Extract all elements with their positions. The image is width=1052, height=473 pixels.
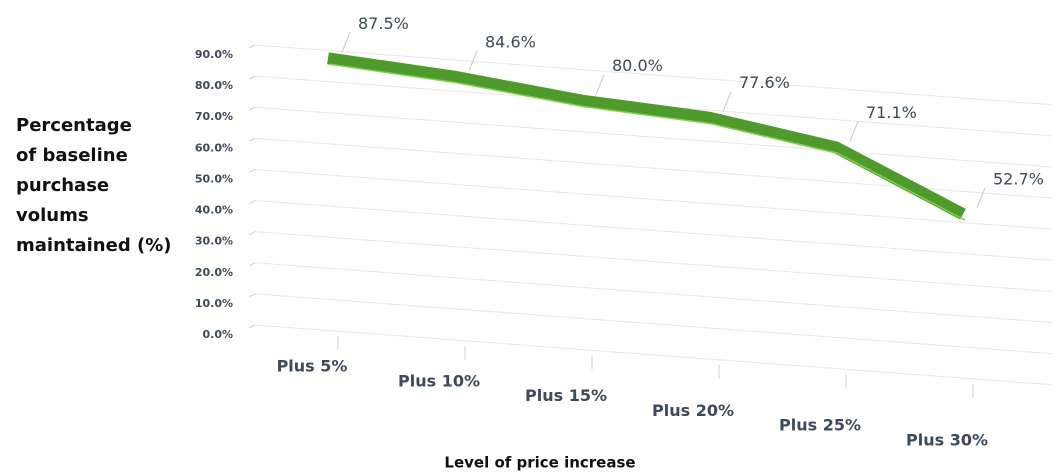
tick-mark — [248, 293, 256, 298]
y-tick-label: 40.0% — [195, 204, 233, 217]
y-tick-label: 80.0% — [195, 79, 233, 92]
y-tick-label: 30.0% — [195, 235, 233, 248]
grid-line — [254, 106, 1052, 168]
tick-mark — [248, 75, 256, 80]
y-tick-label: 60.0% — [195, 141, 233, 154]
data-label: 84.6% — [485, 32, 536, 51]
grid-line — [254, 324, 1052, 386]
y-axis-title: Percentage of baseline purchase volums maint… — [16, 115, 171, 256]
x-tick-label: Plus 20% — [652, 401, 734, 420]
tick-mark — [248, 324, 256, 329]
y-axis-title-line: purchase — [16, 175, 109, 196]
tick-mark — [248, 200, 256, 205]
label-leader — [341, 32, 351, 53]
tick-mark — [248, 137, 256, 142]
tick-mark — [248, 168, 256, 173]
y-tick-label: 90.0% — [195, 48, 233, 61]
line-ribbon — [327, 52, 966, 220]
y-tick-label: 0.0% — [202, 328, 233, 341]
grid-line — [254, 44, 1052, 106]
y-axis-title-line: maintained (%) — [16, 235, 171, 256]
y-tick-label: 70.0% — [195, 110, 233, 123]
line-ribbon-edge — [329, 63, 966, 221]
label-leader — [722, 91, 732, 112]
y-axis-title-line: of baseline — [16, 145, 128, 166]
x-tick-label: Plus 10% — [398, 371, 480, 390]
tick-mark — [248, 262, 256, 267]
grid-line — [254, 137, 1052, 199]
label-leader — [468, 50, 478, 71]
label-leader — [849, 121, 859, 142]
data-label: 52.7% — [993, 170, 1044, 189]
grid-line — [254, 231, 1052, 292]
x-tick-label: Plus 25% — [779, 416, 861, 435]
grid-line — [254, 168, 1052, 230]
grid-line — [254, 293, 1052, 355]
label-leader — [595, 74, 605, 95]
label-leader — [976, 187, 986, 209]
tick-mark — [248, 106, 256, 111]
y-axis-title-line: Percentage — [16, 115, 132, 136]
tick-mark — [248, 231, 256, 236]
grid-line — [254, 262, 1052, 324]
x-tick-label: Plus 5% — [277, 357, 348, 376]
data-label: 80.0% — [612, 56, 663, 75]
data-label: 87.5% — [358, 14, 409, 33]
y-axis-title-line: volums — [16, 205, 89, 226]
y-tick-label: 10.0% — [195, 297, 233, 310]
y-tick-label: 50.0% — [195, 172, 233, 185]
data-label: 77.6% — [739, 73, 790, 92]
x-tick-label: Plus 30% — [906, 431, 988, 450]
x-axis-title: Level of price increase — [444, 454, 635, 472]
x-tick-label: Plus 15% — [525, 386, 607, 405]
data-label: 71.1% — [866, 103, 917, 122]
y-tick-label: 20.0% — [195, 266, 233, 279]
grid-line — [254, 200, 1052, 261]
tick-mark — [248, 44, 256, 49]
